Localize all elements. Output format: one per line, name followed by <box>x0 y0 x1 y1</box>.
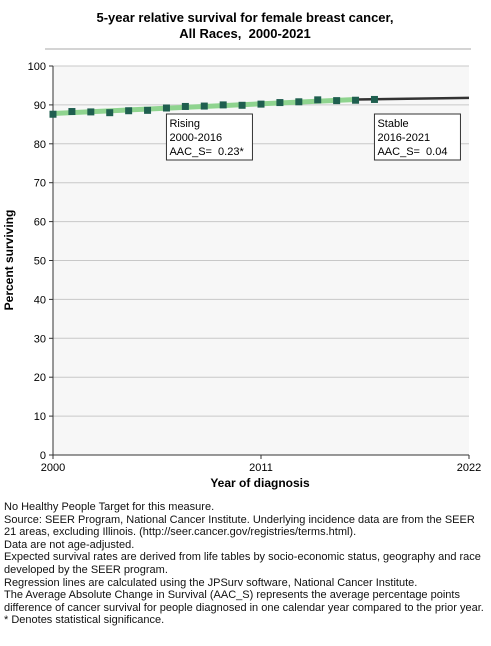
note: Expected survival rates are derived from… <box>4 551 481 576</box>
note: Regression lines are calculated using th… <box>4 576 418 589</box>
x-axis-label: Year of diagnosis <box>210 476 310 490</box>
annotation-text: AAC_S= 0.04 <box>377 146 447 158</box>
data-point <box>314 96 322 104</box>
annotation-box <box>373 113 461 161</box>
data-point <box>125 107 133 115</box>
y-tick-label: 70 <box>34 178 46 190</box>
x-tick-label: 2011 <box>249 462 273 474</box>
x-tick-label: 2000 <box>41 462 65 474</box>
note: Data are not age-adjusted. <box>4 538 135 551</box>
y-tick-label: 80 <box>34 139 46 151</box>
data-point <box>87 108 95 116</box>
data-point <box>49 110 57 118</box>
data-point <box>276 99 284 107</box>
y-tick-label: 90 <box>34 100 46 112</box>
data-point <box>181 102 189 110</box>
data-point <box>238 101 246 109</box>
annotation-text: Stable <box>377 118 408 130</box>
note: Source: SEER Program, National Cancer In… <box>4 513 475 539</box>
data-point <box>333 97 341 105</box>
data-point <box>370 95 378 103</box>
y-tick-label: 60 <box>34 217 46 229</box>
annotation-box <box>165 113 253 161</box>
note: No Healthy People Target for this measur… <box>4 501 215 513</box>
data-point <box>257 100 265 108</box>
data-point <box>106 109 114 117</box>
data-point <box>200 102 208 110</box>
y-tick-label: 20 <box>34 372 46 384</box>
annotation-text: 2016-2021 <box>377 132 430 144</box>
y-tick-label: 0 <box>40 450 46 462</box>
data-point <box>352 96 360 104</box>
annotation-text: AAC_S= 0.23* <box>169 146 244 158</box>
data-point <box>162 104 170 112</box>
y-tick-label: 40 <box>34 294 46 306</box>
x-tick-label: 2022 <box>457 462 481 474</box>
annotation-text: 2000-2016 <box>169 132 222 144</box>
data-point <box>68 108 76 116</box>
data-point <box>144 106 152 114</box>
y-tick-label: 30 <box>34 333 46 345</box>
notes: No Healthy People Target for this measur… <box>4 501 488 627</box>
note: * Denotes statistical significance. <box>4 614 165 627</box>
note: The Average Absolute Change in Survival … <box>4 589 484 614</box>
chart-title: All Races, 2000-2021 <box>179 26 311 41</box>
y-tick-label: 50 <box>34 256 46 268</box>
chart-title: 5-year relative survival for female brea… <box>96 10 393 25</box>
annotation-text: Rising <box>169 118 200 130</box>
data-point <box>295 98 303 106</box>
chart: 5-year relative survival for female brea… <box>2 10 481 490</box>
y-axis-label: Percent surviving <box>2 210 16 311</box>
data-point <box>219 101 227 109</box>
y-tick-label: 10 <box>34 411 46 423</box>
y-tick-label: 100 <box>28 61 46 73</box>
